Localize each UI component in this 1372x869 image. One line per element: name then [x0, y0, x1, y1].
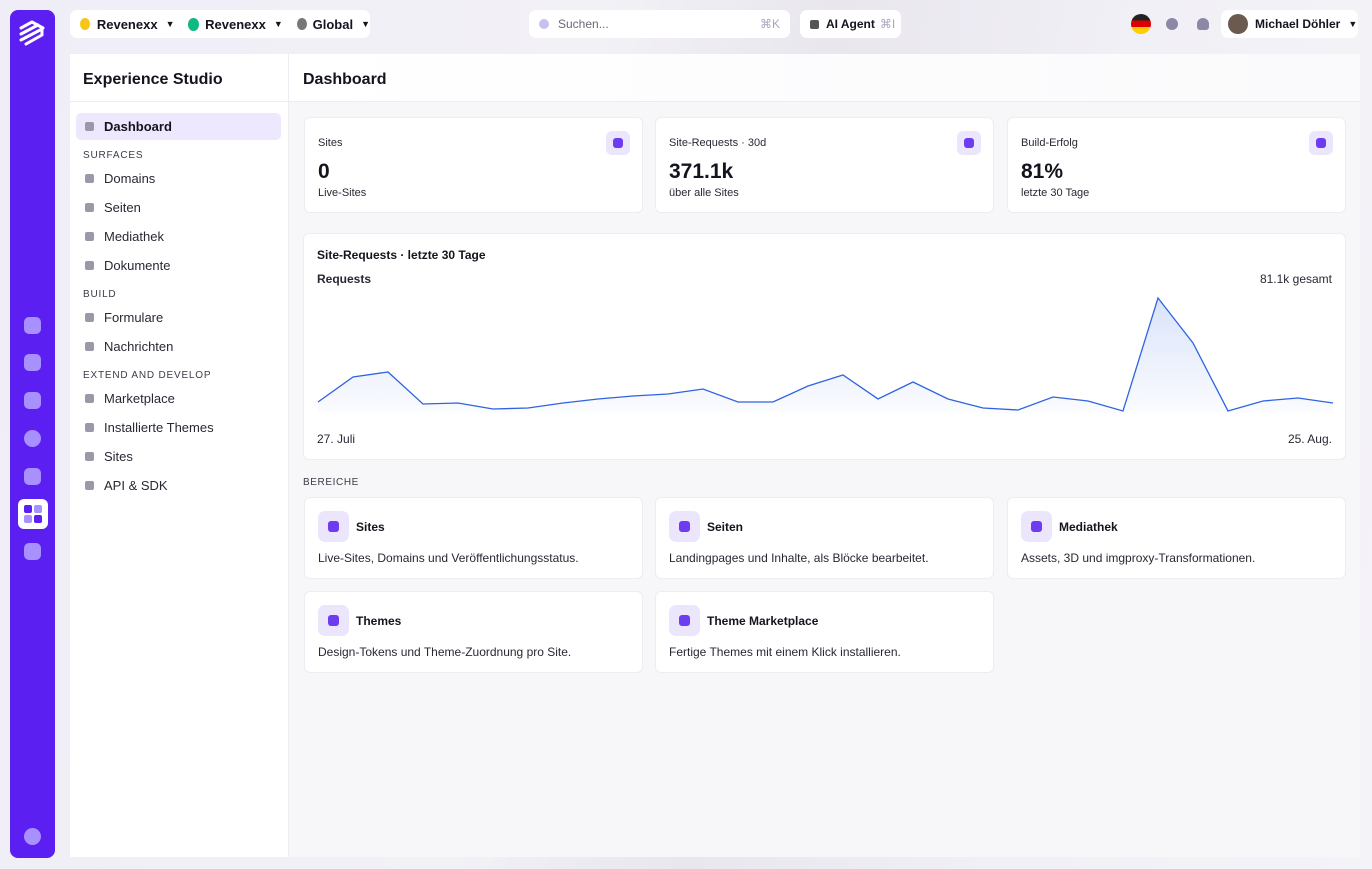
nav-item[interactable]: Nachrichten [76, 332, 281, 361]
rail-apps-active[interactable] [18, 499, 48, 529]
nav-item[interactable]: API & SDK [76, 471, 281, 500]
area-card[interactable]: Sites Live-Sites, Domains und Veröffentli… [304, 497, 643, 579]
tenant-icon [80, 18, 90, 30]
caret: ▼ [361, 19, 370, 29]
nav-icon [85, 481, 94, 490]
nav-heading: EXTEND AND DEVELOP [83, 370, 212, 381]
caret: ▼ [165, 19, 175, 29]
search-icon [539, 19, 549, 29]
search-placeholder: Suchen... [558, 17, 609, 31]
nav-icon [85, 203, 94, 212]
search[interactable]: Suchen... ⌘K [529, 10, 790, 38]
shortcut: ⌘K [759, 17, 780, 31]
page-title: Dashboard [303, 71, 387, 88]
card-title: Themes [356, 614, 402, 628]
rail-bolt[interactable] [24, 468, 41, 485]
card-icon [1021, 511, 1052, 542]
ai-agent-label: AI Agent [826, 17, 875, 31]
rail-home[interactable] [24, 317, 41, 334]
icon [328, 521, 339, 532]
area-card[interactable]: Theme Marketplace Fertige Themes mit eine… [655, 591, 994, 673]
area-card[interactable]: Themes Design-Tokens und Theme-Zuordnung … [304, 591, 643, 673]
nav-item[interactable]: Formulare [76, 303, 281, 332]
studio-title: Experience Studio [83, 71, 223, 88]
nav-icon [85, 452, 94, 461]
notifications-icon[interactable] [1197, 18, 1209, 30]
globe-icon [296, 18, 307, 30]
card-title: Theme Marketplace [707, 614, 819, 628]
card-text: Design-Tokens und Theme-Zuordnung pro Si… [318, 645, 572, 659]
area-card[interactable]: Seiten Landingpages und Inhalte, als Blöc… [655, 497, 994, 579]
icon [679, 521, 690, 532]
nav-heading: SURFACES [83, 150, 144, 161]
header: Dashboard [289, 54, 1360, 102]
nav-icon [85, 122, 94, 131]
card-text: Fertige Themes mit einem Klick installie… [669, 645, 901, 659]
nav-item[interactable]: Sites [76, 442, 281, 471]
tenant-icon [188, 17, 200, 31]
nav-item[interactable]: Marketplace [76, 384, 281, 413]
tenant[interactable]: Revenexx [96, 16, 158, 32]
rail-stats[interactable] [24, 392, 41, 409]
icon [328, 615, 339, 626]
nav-icon [85, 232, 94, 241]
section-title: BEREICHE [303, 477, 359, 488]
nav-item[interactable]: Domains [76, 164, 281, 193]
shortcut: ⌘I [879, 17, 896, 31]
nav-icon [85, 342, 94, 351]
nav-icon [85, 394, 94, 403]
nav-item[interactable]: Dokumente [76, 251, 281, 280]
icon [24, 515, 32, 523]
card-text: Landingpages und Inhalte, als Blöcke bea… [669, 551, 929, 565]
card-title: Mediathek [1059, 520, 1118, 534]
rail-layers[interactable] [24, 354, 41, 371]
tenant[interactable]: Revenexx [205, 16, 266, 32]
avatar [1228, 14, 1248, 34]
nav-heading: BUILD [83, 289, 117, 300]
nav-icon [85, 174, 94, 183]
card-icon [318, 605, 349, 636]
tenant[interactable]: Global [312, 16, 354, 32]
icon [1031, 521, 1042, 532]
rail-settings[interactable] [24, 828, 41, 845]
nav-item[interactable]: Seiten [76, 193, 281, 222]
ai-agent-button[interactable]: AI Agent ⌘I [800, 10, 901, 38]
language-flag[interactable] [1131, 14, 1151, 34]
nav-list: Dashboard SURFACES DomainsSeitenMediathekD… [76, 112, 281, 500]
icon [34, 515, 42, 523]
sidebar: Experience Studio Dashboard SURFACES Domai… [70, 54, 289, 857]
card-text: Assets, 3D und imgproxy-Transformationen… [1021, 551, 1256, 565]
nav-icon [85, 261, 94, 270]
logo [19, 20, 45, 46]
card-icon [669, 511, 700, 542]
rail-pin[interactable] [24, 430, 41, 447]
user-menu[interactable]: Michael Döhler ▼ [1221, 10, 1358, 38]
nav-item[interactable]: Mediathek [76, 222, 281, 251]
divider [70, 101, 288, 102]
card-icon [318, 511, 349, 542]
rail-cube[interactable] [24, 543, 41, 560]
card-title: Sites [356, 520, 385, 534]
caret: ▼ [273, 19, 283, 29]
area-card[interactable]: Mediathek Assets, 3D und imgproxy-Transfo… [1007, 497, 1346, 579]
card-text: Live-Sites, Domains und Veröffentlichung… [318, 551, 579, 565]
nav-icon [85, 313, 94, 322]
icon [679, 615, 690, 626]
caret: ▼ [1348, 19, 1358, 29]
help-icon[interactable] [1166, 18, 1178, 30]
nav-item[interactable]: Installierte Themes [76, 413, 281, 442]
user-name: Michael Döhler [1255, 17, 1341, 31]
card-title: Seiten [707, 520, 744, 534]
nav-active-bg [76, 113, 281, 140]
ai-icon [810, 19, 819, 29]
nav-icon [85, 423, 94, 432]
tenant-switcher: Revenexx ▼ Revenexx ▼ Global ▼ [70, 10, 370, 38]
app-rail [10, 10, 55, 858]
nav-item-active[interactable]: Dashboard [76, 112, 281, 141]
card-icon [669, 605, 700, 636]
icon [34, 505, 42, 513]
icon [24, 505, 32, 513]
